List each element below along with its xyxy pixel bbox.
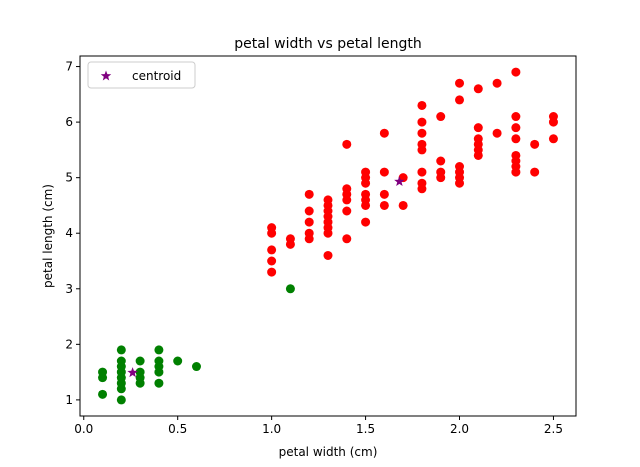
data-point-s0-9 — [116, 356, 126, 366]
data-point-s1-24 — [342, 184, 352, 194]
data-point-s1-54 — [455, 162, 465, 172]
data-point-s1-77 — [548, 112, 558, 122]
data-point-s1-32 — [361, 167, 371, 177]
plot-frame — [79, 55, 577, 417]
data-point-s1-49 — [436, 156, 446, 166]
data-point-s1-70 — [511, 123, 521, 133]
data-point-s1-61 — [473, 123, 483, 133]
data-point-s1-64 — [492, 78, 502, 88]
legend: centroid — [87, 61, 196, 89]
data-point-s0-18 — [154, 356, 164, 366]
data-point-s0-0 — [98, 389, 108, 399]
data-point-s1-43 — [417, 139, 427, 149]
data-point-s1-6 — [285, 234, 295, 244]
data-point-s1-4 — [267, 223, 277, 233]
data-point-s1-41 — [417, 167, 427, 177]
y-tick-label-5: 6 — [65, 115, 73, 129]
data-point-s1-55 — [455, 95, 465, 105]
data-point-s0-22 — [285, 284, 295, 294]
y-tick-label-0: 1 — [65, 393, 73, 407]
data-point-s1-45 — [417, 117, 427, 127]
data-point-s1-74 — [530, 139, 540, 149]
data-point-s0-10 — [116, 345, 126, 355]
data-point-s0-19 — [154, 345, 164, 355]
y-tick-label-1: 2 — [65, 337, 73, 351]
data-point-s1-48 — [436, 167, 446, 177]
data-point-s1-33 — [379, 200, 389, 210]
centroid-star-marker-1 — [394, 176, 405, 187]
data-point-s1-60 — [473, 134, 483, 144]
data-point-s1-68 — [511, 150, 521, 160]
data-point-s1-63 — [492, 128, 502, 138]
x-tick-label-5: 2.5 — [544, 422, 563, 436]
data-point-s1-0 — [267, 267, 277, 277]
data-point-s1-20 — [342, 234, 352, 244]
data-point-s1-1 — [267, 256, 277, 266]
ticks-layer: 0.0 0.5 1.0 1.5 2.0 2.5 1 2 3 4 5 6 7 — [65, 60, 563, 436]
data-point-s1-25 — [342, 139, 352, 149]
data-point-s0-3 — [116, 395, 126, 405]
y-tick-label-3: 4 — [65, 226, 73, 240]
data-point-s1-9 — [304, 217, 314, 227]
y-axis-label: petal length (cm) — [41, 184, 55, 288]
x-tick-label-0: 0.0 — [74, 422, 93, 436]
data-point-s1-8 — [304, 228, 314, 238]
data-point-s1-46 — [417, 100, 427, 110]
x-tick-label-1: 0.5 — [168, 422, 187, 436]
data-point-s0-20 — [173, 356, 183, 366]
data-point-s0-15 — [154, 378, 164, 388]
data-point-s1-37 — [398, 200, 408, 210]
data-point-s1-29 — [361, 189, 371, 199]
legend-label: centroid — [132, 69, 181, 83]
y-tick-label-6: 7 — [65, 60, 73, 74]
data-point-s1-69 — [511, 134, 521, 144]
data-point-s1-62 — [473, 84, 483, 94]
x-tick-label-4: 2.0 — [450, 422, 469, 436]
data-point-s1-12 — [323, 250, 333, 260]
data-point-s1-40 — [417, 178, 427, 188]
x-tick-label-2: 1.0 — [262, 422, 281, 436]
data-point-s1-56 — [455, 78, 465, 88]
data-point-s1-75 — [548, 134, 558, 144]
data-point-s1-72 — [511, 67, 521, 77]
centroid-star-marker-0 — [127, 367, 138, 378]
data-point-s0-14 — [135, 356, 145, 366]
data-point-s1-50 — [436, 112, 446, 122]
data-point-s1-21 — [342, 206, 352, 216]
data-point-s1-11 — [304, 189, 314, 199]
data-point-s0-13 — [135, 367, 145, 377]
data-point-s1-34 — [379, 189, 389, 199]
y-tick-label-2: 3 — [65, 282, 73, 296]
data-point-s1-2 — [267, 245, 277, 255]
data-point-s1-44 — [417, 128, 427, 138]
y-tick-label-4: 5 — [65, 171, 73, 185]
data-point-s1-35 — [379, 167, 389, 177]
data-point-s1-73 — [530, 167, 540, 177]
data-point-s1-10 — [304, 206, 314, 216]
legend-star-marker — [100, 70, 112, 81]
data-point-s1-71 — [511, 112, 521, 122]
legend-star-icon — [100, 70, 112, 81]
data-point-s1-36 — [379, 128, 389, 138]
data-point-s1-26 — [361, 217, 371, 227]
points-layer — [98, 67, 558, 405]
data-point-s0-21 — [191, 362, 201, 372]
data-point-s1-19 — [323, 195, 333, 205]
x-axis-label: petal width (cm) — [279, 445, 378, 459]
x-tick-label-3: 1.5 — [356, 422, 375, 436]
chart-title: petal width vs petal length — [234, 36, 422, 52]
data-point-s0-2 — [98, 367, 108, 377]
legend-box — [87, 61, 196, 89]
